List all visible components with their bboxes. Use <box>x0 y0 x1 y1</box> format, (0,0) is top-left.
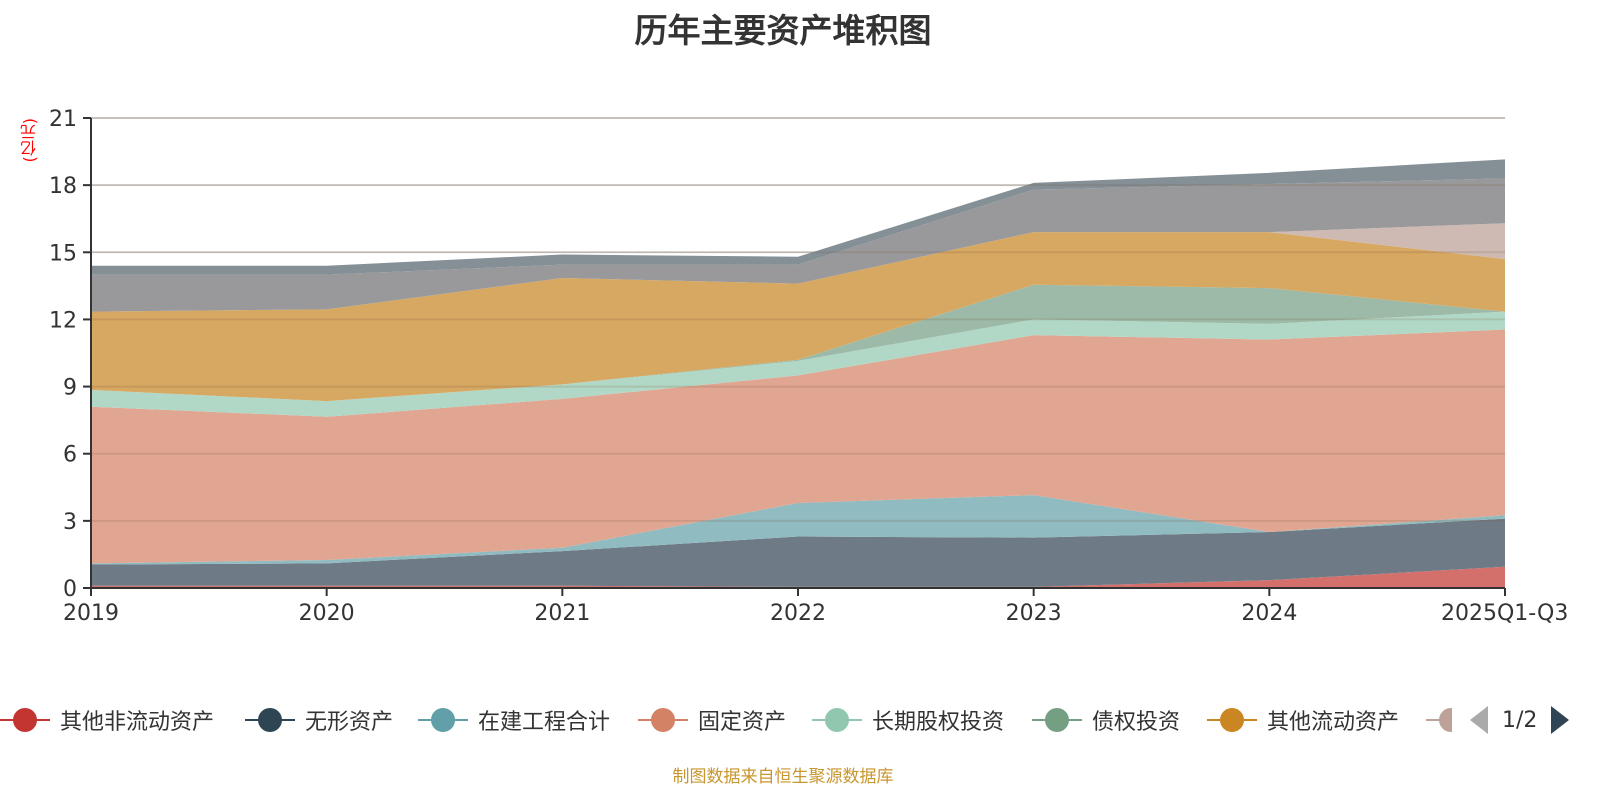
legend-item[interactable]: 固定资产 <box>638 700 786 740</box>
legend-marker-icon <box>0 707 50 733</box>
legend-item[interactable]: 无形资产 <box>245 700 393 740</box>
y-tick-label: 9 <box>63 376 77 401</box>
legend-item[interactable]: 其他非流动资产 <box>0 700 214 740</box>
legend-item[interactable]: 其他流动资产 <box>1207 700 1399 740</box>
source-note: 制图数据来自恒生聚源数据库 <box>672 767 894 787</box>
legend-item[interactable]: 在建工程合计 <box>418 700 610 740</box>
legend-label: 在建工程合计 <box>478 710 611 735</box>
x-tick-label: 2023 <box>1006 601 1062 626</box>
area-series-0[interactable] <box>91 566 1505 588</box>
x-tick-label: 2021 <box>534 601 590 626</box>
y-tick-label: 6 <box>63 443 77 468</box>
legend-label: 长期股权投资 <box>872 710 1005 735</box>
legend-marker-icon <box>1032 707 1082 733</box>
legend-marker-icon <box>1426 707 1452 733</box>
legend-label: 固定资产 <box>698 710 787 735</box>
y-tick-label: 21 <box>49 107 77 132</box>
x-tick-label: 2019 <box>63 601 119 626</box>
legend-marker-icon <box>418 707 468 733</box>
area-series-8[interactable] <box>91 178 1505 312</box>
legend-item[interactable]: 债权投资 <box>1032 700 1180 740</box>
legend-marker-icon <box>1207 707 1257 733</box>
area-series-2[interactable] <box>91 495 1505 565</box>
legend-label: 无形资产 <box>305 710 394 735</box>
y-tick-label: 15 <box>49 241 77 266</box>
stacked-area-chart: 0 3 6 9 12 15 18 21 2019 2020 2021 2022 2023 2024 2025… <box>49 107 1568 626</box>
area-series-1[interactable] <box>91 518 1505 587</box>
legend-marker-icon <box>638 707 688 733</box>
legend-pager: 1/2 <box>1470 700 1570 740</box>
y-tick-label: 12 <box>49 308 77 333</box>
legend-marker-icon <box>245 707 295 733</box>
legend-page-indicator: 1/2 <box>1502 707 1538 733</box>
y-tick-label: 3 <box>63 510 77 535</box>
area-series-9[interactable] <box>91 159 1505 275</box>
legend-marker-icon <box>812 707 862 733</box>
area-series-7[interactable] <box>91 223 1505 312</box>
area-series-6[interactable] <box>91 232 1505 402</box>
x-tick-label: 2025Q1-Q3 <box>1441 601 1568 626</box>
x-tick-label: 2020 <box>299 601 355 626</box>
legend-item-partial[interactable] <box>1426 700 1452 740</box>
legend-prev-page-button[interactable] <box>1470 706 1488 734</box>
y-tick-label: 0 <box>63 577 77 602</box>
x-tick-label: 2022 <box>770 601 826 626</box>
area-layers <box>91 117 1505 588</box>
axes: 0 3 6 9 12 15 18 21 2019 2020 2021 2022 2023 2024 2025… <box>49 107 1568 626</box>
area-series-4[interactable] <box>91 311 1505 417</box>
chart-title: 历年主要资产堆积图 <box>634 11 932 50</box>
legend-label: 其他流动资产 <box>1267 710 1400 735</box>
area-series-3[interactable] <box>91 329 1505 564</box>
legend-label: 其他非流动资产 <box>60 710 215 735</box>
legend: 其他非流动资产 无形资产 在建工程合计 固定资产 长期股权投资 债权投资 其他流动资产 <box>0 700 1600 740</box>
legend-next-page-button[interactable] <box>1551 706 1570 734</box>
legend-item[interactable]: 长期股权投资 <box>812 700 1004 740</box>
y-tick-label: 18 <box>49 174 77 199</box>
x-tick-label: 2024 <box>1241 601 1297 626</box>
legend-label: 债权投资 <box>1092 710 1181 735</box>
area-series-5[interactable] <box>91 284 1505 402</box>
